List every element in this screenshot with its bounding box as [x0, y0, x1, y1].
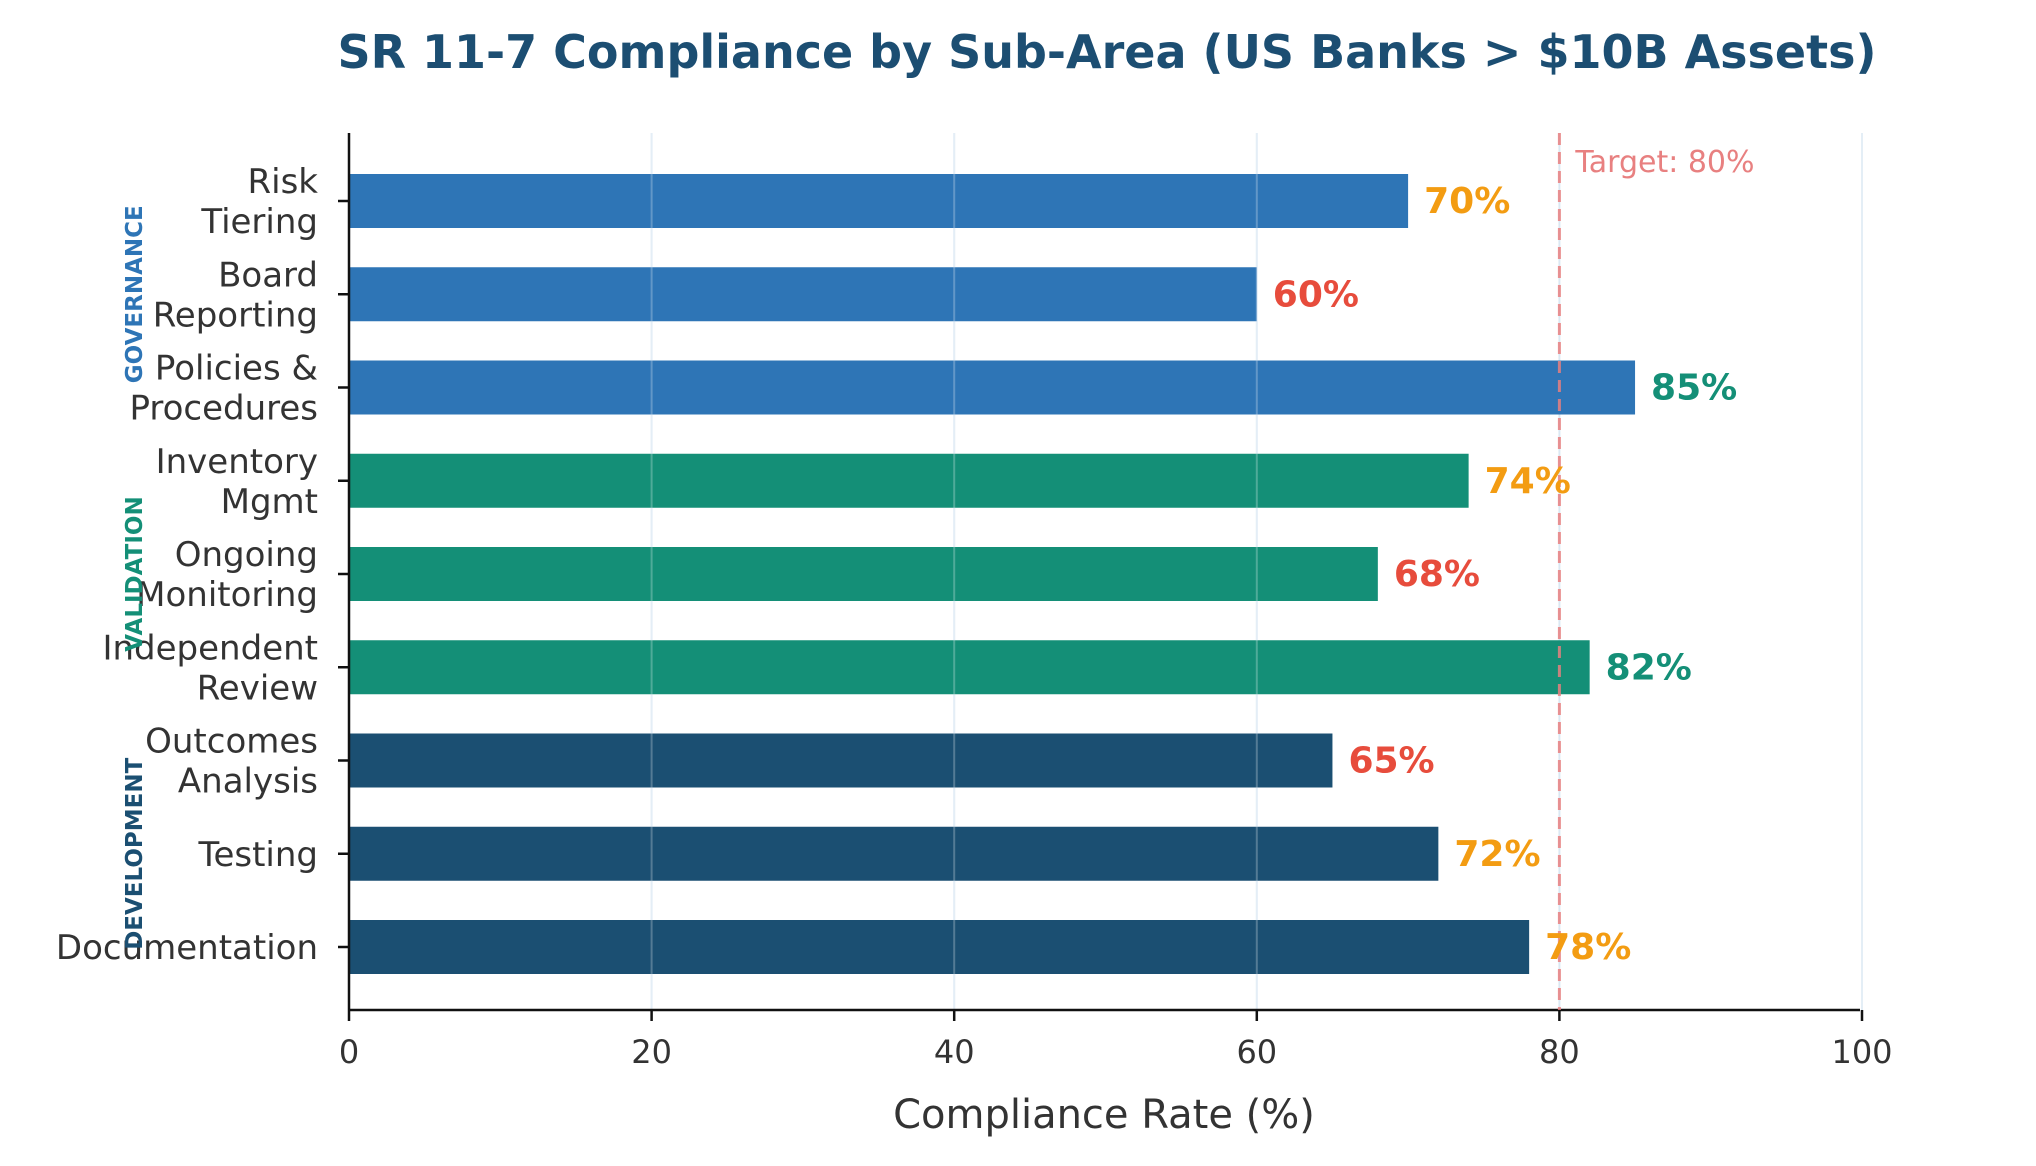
- bar-7: [349, 826, 1439, 881]
- category-label-6: Outcomes Analysis: [145, 722, 318, 802]
- chart-title: SR 11-7 Compliance by Sub-Area (US Banks…: [337, 25, 1876, 79]
- value-label-4: 68%: [1394, 554, 1480, 595]
- value-label-8: 78%: [1545, 927, 1631, 968]
- x-tick-label-4: 80: [1539, 1033, 1580, 1071]
- category-label-1: Board Reporting: [153, 255, 318, 335]
- value-label-0: 70%: [1424, 181, 1510, 222]
- bar-1: [349, 267, 1257, 322]
- target-label: Target: 80%: [1574, 145, 1754, 180]
- group-labels: GOVERNANCE VALIDATION DEVELOPMENT: [122, 205, 148, 950]
- bar-5: [349, 640, 1590, 695]
- bars: [349, 133, 1863, 1010]
- x-axis-title: Compliance Rate (%): [893, 1092, 1315, 1138]
- category-label-3: Inventory Mgmt: [156, 442, 318, 522]
- category-labels: Risk Tiering Board Reporting Policies & Proce…: [56, 162, 349, 968]
- bar-8: [349, 920, 1530, 974]
- value-label-1: 60%: [1273, 274, 1359, 315]
- category-label-8: Documentation: [56, 928, 318, 968]
- category-label-7: Testing: [197, 835, 318, 875]
- target-line-group: Target: 80%: [1574, 145, 1754, 180]
- bar-0: [349, 174, 1409, 228]
- value-label-5: 82%: [1606, 647, 1692, 688]
- bar-2: [349, 360, 1636, 415]
- x-tick-label-3: 60: [1236, 1033, 1277, 1071]
- bar-6: [349, 733, 1333, 788]
- x-ticks: 0 20 40 60 80 100: [339, 1010, 1893, 1071]
- category-label-4: Ongoing Monitoring: [136, 535, 318, 615]
- bar-4: [349, 547, 1378, 601]
- category-label-2: Policies & Procedures: [129, 349, 318, 429]
- axes: [347, 133, 1860, 1012]
- value-label-7: 72%: [1454, 834, 1540, 875]
- x-tick-label-1: 20: [631, 1033, 672, 1071]
- bar-3: [349, 453, 1469, 508]
- value-label-3: 74%: [1485, 461, 1571, 502]
- group-label-validation: VALIDATION: [122, 496, 148, 651]
- category-label-0: Risk Tiering: [200, 162, 318, 242]
- value-label-2: 85%: [1651, 368, 1737, 409]
- x-tick-label-2: 40: [934, 1033, 975, 1071]
- category-label-5: Independent Review: [102, 628, 318, 708]
- x-tick-label-5: 100: [1831, 1033, 1892, 1071]
- group-label-governance: GOVERNANCE: [122, 205, 148, 383]
- value-label-6: 65%: [1348, 741, 1434, 782]
- group-label-development: DEVELOPMENT: [122, 757, 148, 949]
- x-tick-label-0: 0: [339, 1033, 359, 1071]
